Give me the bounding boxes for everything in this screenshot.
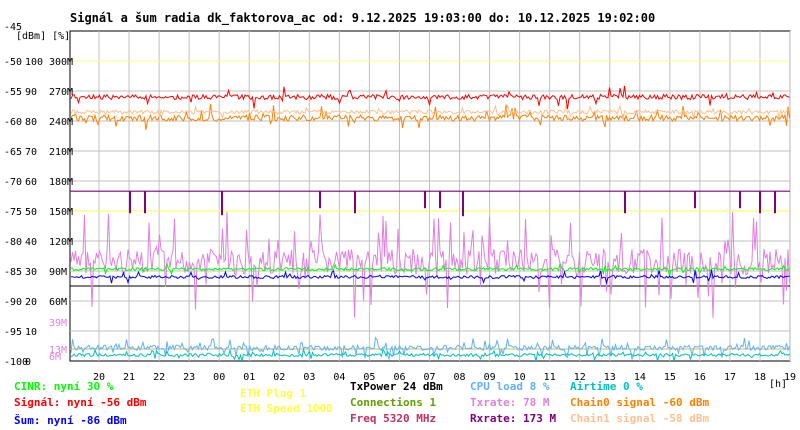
- x-tick: 04: [333, 372, 345, 383]
- y-tick-dbm: -70: [4, 177, 22, 188]
- x-tick: 06: [393, 372, 405, 383]
- chart-title: Signál a šum radia dk_faktorova_ac od: 9…: [70, 11, 656, 25]
- y-tick-rate: 270M: [49, 87, 73, 98]
- y-tick-dbm: -100: [4, 357, 28, 368]
- y-tick-pct: 0: [25, 357, 31, 368]
- x-tick: 11: [544, 372, 556, 383]
- x-tick: 22: [153, 372, 165, 383]
- y-tick-pct: 40: [25, 237, 37, 248]
- signal-line: [70, 85, 790, 109]
- y-tick-pct: 90: [25, 87, 37, 98]
- x-tick: 12: [574, 372, 586, 383]
- y-tick-dbm: -45: [4, 22, 22, 33]
- y-tick-pct: 20: [25, 297, 37, 308]
- x-tick: 00: [213, 372, 225, 383]
- x-tick: 09: [484, 372, 496, 383]
- y-tick-pct: 80: [25, 117, 37, 128]
- x-tick: 20: [93, 372, 105, 383]
- chain1-stat: Chain1 signal -58 dBm: [570, 412, 710, 425]
- x-tick: 13: [604, 372, 616, 383]
- y-tick-pct: 60: [25, 177, 37, 188]
- x-tick: 19: [784, 372, 796, 383]
- x-tick: 02: [273, 372, 285, 383]
- y-tick-pct: 10: [25, 327, 37, 338]
- txpower-stat: TxPower 24 dBm: [350, 380, 443, 393]
- tick-labels: -45-50 100-55 90-60 80-65 70-70 60-75 50-80 40-…: [4, 22, 796, 383]
- x-tick: 16: [694, 372, 706, 383]
- x-tick: 14: [634, 372, 646, 383]
- y-tick-rate: 300M: [49, 57, 73, 68]
- y-tick-pct: 50: [25, 207, 37, 218]
- chain0-line: [70, 103, 790, 130]
- x-tick: 15: [664, 372, 676, 383]
- chain1-line: [70, 104, 790, 120]
- txrate-stat: Txrate: 78 M: [470, 396, 550, 409]
- airtime-line: [70, 347, 790, 363]
- cinr-line: [70, 261, 790, 277]
- x-tick: 18: [754, 372, 766, 383]
- noise-stat: Šum: nyní -86 dBm: [14, 414, 127, 427]
- series-layer: [70, 60, 790, 363]
- y-tick-rate: 150M: [49, 207, 73, 218]
- cinr-stat: CINR: nyní 30 %: [14, 380, 114, 393]
- x-tick: 05: [363, 372, 375, 383]
- eth-speed-stat: ETH Speed 1000: [240, 402, 333, 415]
- x-tick: 17: [724, 372, 736, 383]
- x-tick: 01: [243, 372, 255, 383]
- y-tick-rate: 120M: [49, 237, 73, 248]
- y-tick-rate: 180M: [49, 177, 73, 188]
- y-tick-dbm: -80: [4, 237, 22, 248]
- y-tick-rate: 39M: [49, 318, 67, 329]
- y-tick-rate: 6M: [49, 352, 61, 363]
- y-tick-dbm: -95: [4, 327, 22, 338]
- rxrate-stat: Rxrate: 173 M: [470, 412, 557, 425]
- airtime-stat: Airtime 0 %: [570, 380, 643, 393]
- y-tick-pct: 30: [25, 267, 37, 278]
- y-tick-pct: 70: [25, 147, 37, 158]
- connections-stat: Connections 1: [350, 396, 437, 409]
- x-tick: 23: [183, 372, 195, 383]
- y-tick-rate: 210M: [49, 147, 73, 158]
- x-tick: 08: [454, 372, 466, 383]
- freq-stat: Freq 5320 MHz: [350, 412, 437, 425]
- x-tick: 03: [303, 372, 315, 383]
- y-tick-dbm: -55: [4, 87, 22, 98]
- grid: [69, 30, 791, 362]
- cpu-line: [70, 336, 790, 361]
- y-tick-dbm: -50: [4, 57, 22, 68]
- noise-line: [70, 269, 790, 285]
- chain0-stat: Chain0 signal -60 dBm: [570, 396, 710, 409]
- x-axis-unit: [h]: [769, 379, 788, 390]
- x-tick: 10: [514, 372, 526, 383]
- y-tick-dbm: -60: [4, 117, 22, 128]
- signal-stat: Signál: nyní -56 dBm: [14, 396, 147, 409]
- y-tick-rate: 90M: [49, 267, 67, 278]
- eth-plug-stat: ETH Plug 1: [240, 387, 307, 400]
- y-axis-units: [dBm] [%]: [16, 31, 71, 42]
- x-tick: 07: [424, 372, 436, 383]
- y-tick-rate: 60M: [49, 297, 67, 308]
- cpu-stat: CPU load 8 %: [470, 380, 550, 393]
- y-tick-dbm: -65: [4, 147, 22, 158]
- y-tick-dbm: -85: [4, 267, 22, 278]
- y-tick-dbm: -75: [4, 207, 22, 218]
- y-tick-pct: 100: [25, 57, 43, 68]
- x-tick: 21: [123, 372, 135, 383]
- y-tick-rate: 240M: [49, 117, 73, 128]
- y-tick-rate: 13M: [49, 345, 67, 356]
- y-tick-dbm: -90: [4, 297, 22, 308]
